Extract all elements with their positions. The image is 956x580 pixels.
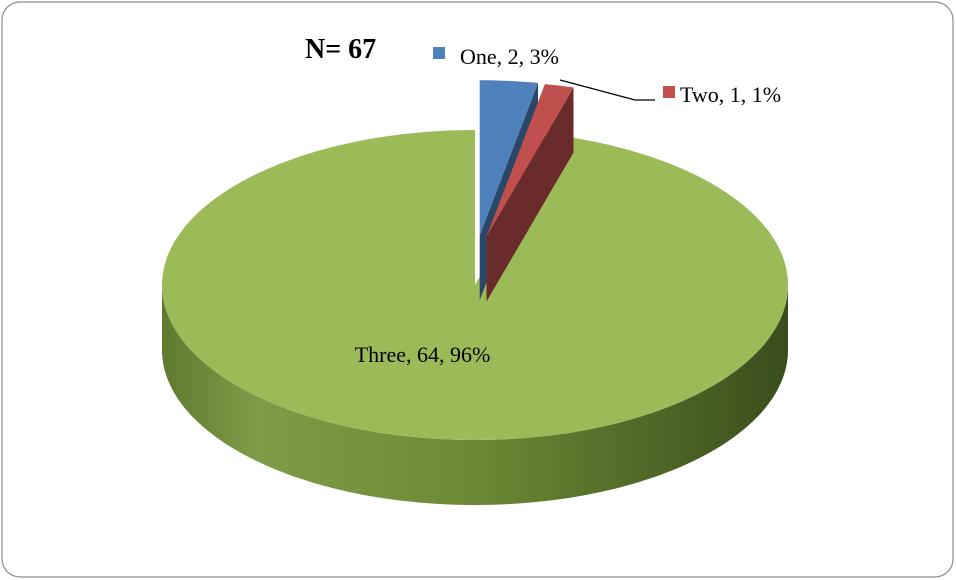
data-label: Three, 64, 96%	[354, 342, 491, 367]
pie	[162, 80, 788, 505]
leader-line	[559, 79, 655, 101]
data-label: Two, 1, 1%	[680, 82, 782, 107]
slice	[486, 84, 574, 237]
slice	[479, 80, 538, 236]
chart-title: N= 67	[305, 34, 377, 65]
slice-wall	[486, 87, 574, 302]
legend-key	[663, 86, 675, 98]
legend-key	[433, 47, 445, 59]
slice	[162, 130, 788, 440]
slice-side	[162, 285, 788, 505]
data-label: One, 2, 3%	[460, 44, 559, 69]
legend-key	[338, 349, 350, 361]
